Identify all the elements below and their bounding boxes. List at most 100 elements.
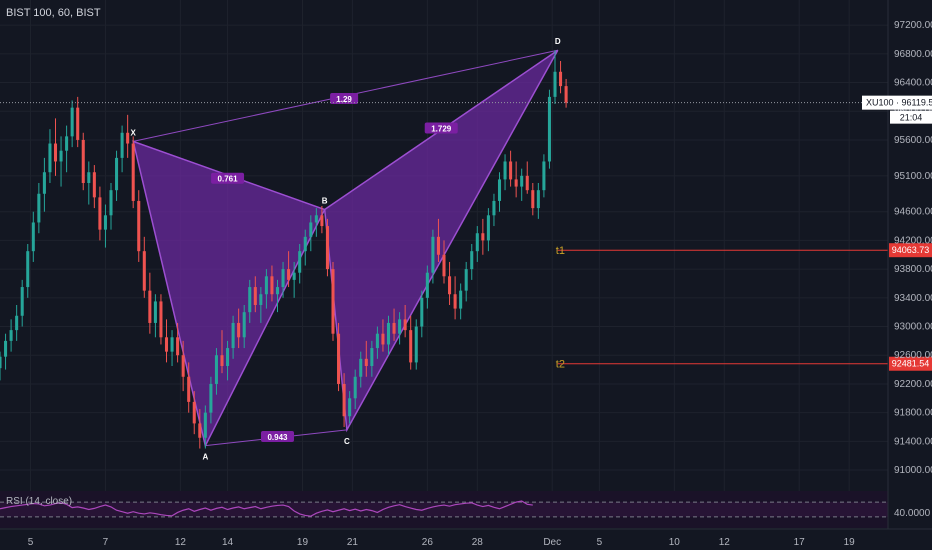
price-tick-label: 96800.00 [894,49,932,60]
target-levels[interactable]: t1 94063.73 t2 92481.54 [556,243,932,371]
candle-body [214,355,218,384]
time-tick-label: 12 [175,537,187,548]
candle-body [37,193,41,223]
time-tick-label: 26 [422,537,434,548]
candle-body [492,200,496,216]
price-tick-label: 93400.00 [894,293,932,304]
candle-body [320,215,324,227]
candle-body [59,150,63,162]
candle-body [98,197,102,230]
pattern-point-x: X [131,128,137,137]
candle-body [375,333,379,349]
time-tick-label: 14 [222,537,234,548]
candle-body [81,139,85,183]
price-tick-label: 95600.00 [894,135,932,146]
candle-body [514,179,518,187]
rsi-panel[interactable]: RSI (14, close) 40.0000 [0,491,931,528]
target-badge-t1[interactable] [889,243,932,258]
candle-body [342,383,346,417]
pattern-ratio-badge [261,431,294,443]
price-axis[interactable]: 91000.00 91400.00 91800.00 92200.00 92600.00… [862,0,932,529]
price-tick-label: 95100.00 [894,171,932,182]
candle-body [559,71,563,87]
candle-body [220,355,224,366]
candle-body [442,254,446,277]
time-tick-label: 28 [472,537,484,548]
candle-body [148,290,152,323]
candle-body [431,236,435,273]
candle-body [486,215,490,241]
candle-body [259,294,263,305]
candle-body [475,233,479,252]
candle-body [126,132,130,144]
candle-body [159,301,163,338]
time-axis[interactable]: 5 7 12 14 19 21 26 28 Dec 5 10 12 17 19 [0,528,932,548]
candle-body [15,315,19,331]
pattern-ratio-label: 1.29 [336,95,352,104]
time-tick-label: 10 [669,537,681,548]
candle-body [425,272,429,298]
candle-body [403,319,407,331]
candle-body [370,348,374,366]
price-tick-label: 94600.00 [894,207,932,218]
price-tick-label: 92600.00 [894,350,932,361]
candle-body [497,179,502,201]
target-badge-t2[interactable] [889,356,932,371]
time-tick-label: 7 [103,537,109,548]
candle-body [448,276,452,295]
candle-body [226,348,230,366]
candle-body [4,340,8,357]
candle-body [386,322,391,345]
candle-body [270,276,274,295]
price-tick-label: 93000.00 [894,322,932,333]
candle-body [137,200,141,252]
candle-body [298,251,302,273]
candle-body [509,161,513,180]
candle-body [26,251,30,288]
rsi-level-label: 40.0000 [894,508,931,519]
rsi-line [0,500,533,517]
symbol-price-badge[interactable] [862,95,932,110]
candle-body [242,312,246,338]
target-value-t1: 94063.73 [892,245,930,255]
countdown-badge [890,110,932,124]
candle-body [20,287,24,316]
candle-body [348,398,352,417]
time-tick-label: 19 [844,537,856,548]
pattern-ratio-badge [211,172,245,184]
candle-body [198,423,202,438]
pattern-point-a: A [202,453,208,462]
pattern-ratio-label: 0.761 [218,175,239,184]
pattern-point-b: B [322,197,328,206]
pattern-point-d: D [555,37,561,46]
candle-body [436,236,440,255]
candle-body [31,222,35,252]
candle-body [253,287,257,305]
chart-title: BIST 100, 60, BIST [6,7,101,19]
candle-body [409,330,413,363]
candle-body [325,226,329,270]
candle-body [337,333,341,384]
target-value-t2: 92481.54 [892,359,930,369]
price-tick-label: 91400.00 [894,436,932,447]
candle-body [331,269,335,334]
candles [0,50,888,449]
target-label-t1: t1 [556,245,565,257]
candle-body [481,233,485,241]
target-label-t2: t2 [556,359,565,371]
candle-body [248,287,252,313]
candle-body [42,172,46,194]
candle-body [453,294,457,309]
candle-body [503,161,507,180]
candle-body [264,276,268,295]
candle-body [398,319,402,334]
candle-body [564,86,568,103]
price-tick-label: 91000.00 [894,465,932,476]
candle-body [65,136,69,151]
candle-body [459,290,463,309]
candle-body [470,251,474,270]
candle-body [176,337,180,356]
candle-body [76,107,80,140]
candle-body [120,132,124,158]
